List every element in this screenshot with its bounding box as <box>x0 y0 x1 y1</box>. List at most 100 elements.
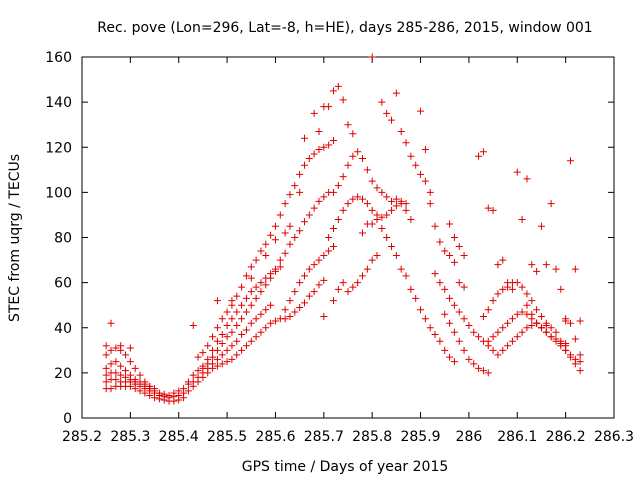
data-point <box>276 256 284 264</box>
data-point <box>107 319 115 327</box>
data-point <box>547 333 555 341</box>
data-point <box>475 333 483 341</box>
data-point <box>136 371 144 379</box>
data-point <box>499 256 507 264</box>
data-point <box>262 324 270 332</box>
data-point <box>499 324 507 332</box>
data-point <box>446 252 454 260</box>
data-point <box>300 161 308 169</box>
data-point <box>349 195 357 203</box>
x-tick-label: 285.3 <box>110 429 150 445</box>
data-point <box>267 319 275 327</box>
data-point <box>489 333 497 341</box>
data-point <box>571 335 579 343</box>
data-point <box>218 331 226 339</box>
data-point <box>489 297 497 305</box>
data-point <box>349 152 357 160</box>
data-point <box>122 351 130 359</box>
data-point <box>571 265 579 273</box>
data-point <box>107 385 115 393</box>
data-point <box>460 283 468 291</box>
data-point <box>102 371 110 379</box>
data-point <box>257 310 265 318</box>
data-point <box>359 272 367 280</box>
data-point <box>300 299 308 307</box>
y-tick-label: 100 <box>45 185 72 201</box>
data-point <box>407 285 415 293</box>
data-point <box>421 177 429 185</box>
data-point <box>252 283 260 291</box>
data-point <box>450 328 458 336</box>
data-point <box>296 279 304 287</box>
data-point <box>247 263 255 271</box>
chart-title: Rec. pove (Lon=296, Lat=-8, h=HE), days … <box>97 20 592 36</box>
x-tick-label: 285.2 <box>62 429 102 445</box>
data-point <box>363 265 371 273</box>
data-point <box>479 148 487 156</box>
data-point <box>368 220 376 228</box>
data-point <box>383 234 391 241</box>
data-point <box>262 281 270 289</box>
y-tick-label: 0 <box>63 411 72 427</box>
data-point <box>286 222 294 230</box>
data-point <box>247 337 255 345</box>
data-point <box>151 385 159 393</box>
data-point <box>218 340 226 348</box>
data-point <box>552 265 560 273</box>
data-point <box>209 364 217 372</box>
x-tick-label: 285.5 <box>207 429 247 445</box>
data-point <box>286 240 294 248</box>
data-point <box>296 303 304 311</box>
x-tick-label: 286.2 <box>546 429 586 445</box>
data-point <box>325 247 333 255</box>
data-point <box>286 312 294 320</box>
data-point <box>383 193 391 201</box>
data-point <box>267 231 275 239</box>
data-point <box>359 229 367 237</box>
data-point <box>300 134 308 142</box>
data-point <box>233 321 241 329</box>
data-point <box>305 265 313 273</box>
data-point <box>218 315 226 323</box>
data-point <box>465 321 473 329</box>
y-tick-label: 120 <box>45 140 72 156</box>
data-point <box>189 321 197 329</box>
x-tick-label: 286.1 <box>497 429 537 445</box>
data-point <box>392 202 400 210</box>
data-point <box>508 315 516 323</box>
data-point <box>102 364 110 372</box>
data-point <box>213 337 221 345</box>
y-tick-label: 60 <box>54 276 72 292</box>
data-point <box>199 373 207 381</box>
x-tick-label: 286 <box>456 429 483 445</box>
data-point <box>122 367 130 375</box>
data-point <box>305 292 313 300</box>
data-point <box>310 261 318 269</box>
data-point <box>339 279 347 287</box>
data-point <box>242 308 250 316</box>
data-point <box>281 306 289 314</box>
data-point <box>271 236 279 244</box>
data-point <box>542 261 550 269</box>
data-point <box>189 382 197 390</box>
data-point <box>334 182 342 190</box>
data-point <box>407 152 415 160</box>
data-point <box>566 157 574 165</box>
data-point <box>528 297 536 305</box>
data-point <box>122 373 130 381</box>
x-tick-label: 285.4 <box>159 429 199 445</box>
data-point <box>484 369 492 377</box>
data-point <box>388 206 396 214</box>
data-point <box>199 349 207 357</box>
data-point <box>523 301 531 309</box>
data-point <box>267 274 275 282</box>
data-point <box>267 301 275 309</box>
data-point <box>252 333 260 341</box>
data-point <box>431 222 439 230</box>
data-point <box>117 371 125 379</box>
y-tick-label: 40 <box>54 321 72 337</box>
data-point <box>344 121 352 129</box>
data-point <box>291 288 299 296</box>
data-point <box>233 351 241 359</box>
data-point <box>460 252 468 260</box>
